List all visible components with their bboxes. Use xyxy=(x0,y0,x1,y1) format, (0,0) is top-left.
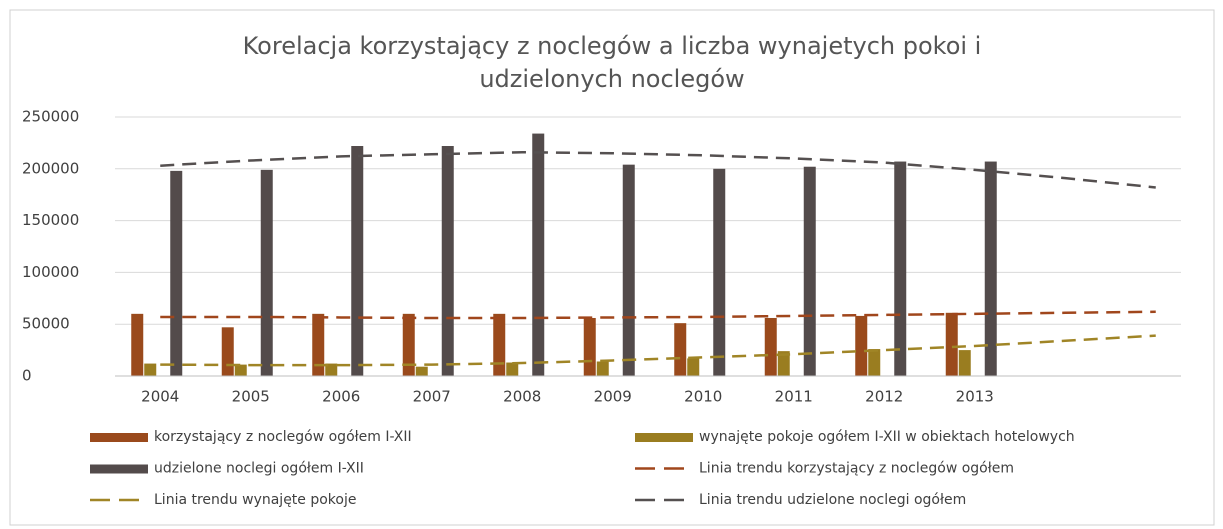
x-tick-label: 2005 xyxy=(232,388,270,406)
bar xyxy=(868,349,881,376)
bar xyxy=(958,350,971,376)
bar xyxy=(325,363,338,376)
x-tick-label: 2004 xyxy=(141,388,179,406)
chart-title: Korelacja korzystający z noclegów a licz… xyxy=(243,32,982,60)
chart-border xyxy=(9,9,1215,526)
bar xyxy=(131,313,144,376)
bar xyxy=(221,327,234,376)
bar xyxy=(855,315,868,376)
x-tick-label: 2012 xyxy=(865,388,903,406)
bar xyxy=(945,312,958,376)
bar xyxy=(713,168,726,376)
bar xyxy=(583,317,596,376)
trend-line xyxy=(160,150,1156,189)
y-tick-label: 50000 xyxy=(22,315,70,333)
bar xyxy=(415,366,428,376)
x-tick-label: 2009 xyxy=(594,388,632,406)
y-tick-label: 0 xyxy=(22,367,32,385)
x-tick-label: 2007 xyxy=(413,388,451,406)
bar xyxy=(984,161,997,376)
bar xyxy=(764,317,777,376)
y-tick-label: 200000 xyxy=(22,159,79,177)
legend-label: Linia trendu udzielone noclegi ogółem xyxy=(699,492,966,508)
chart-title: udzielonych noclegów xyxy=(479,65,744,93)
bar xyxy=(260,169,273,376)
legend-label: Linia trendu korzystający z noclegów ogó… xyxy=(699,461,1014,477)
bar xyxy=(170,170,183,376)
y-tick-label: 250000 xyxy=(22,108,79,126)
trend-line xyxy=(160,334,1156,367)
legend-label: korzystający z noclegów ogółem I-XII xyxy=(154,429,412,445)
bar xyxy=(234,364,247,376)
legend-swatch xyxy=(90,464,148,474)
bar xyxy=(506,362,519,376)
bar xyxy=(803,166,816,376)
x-tick-label: 2006 xyxy=(322,388,360,406)
bar xyxy=(687,358,700,376)
x-tick-label: 2013 xyxy=(956,388,994,406)
bar xyxy=(144,363,157,376)
bar xyxy=(532,133,545,376)
trend-line xyxy=(160,310,1156,320)
bar xyxy=(674,323,687,376)
bar xyxy=(622,164,635,376)
legend-swatch xyxy=(90,433,148,442)
x-tick-label: 2010 xyxy=(684,388,722,406)
legend-label: udzielone noclegi ogółem I-XII xyxy=(154,461,364,477)
x-tick-label: 2011 xyxy=(775,388,813,406)
bar xyxy=(777,351,790,376)
bar xyxy=(493,313,506,376)
bar xyxy=(402,313,415,376)
y-tick-label: 150000 xyxy=(22,211,79,229)
bar xyxy=(441,146,454,376)
bar xyxy=(351,146,364,376)
bar xyxy=(312,313,325,376)
x-tick-label: 2008 xyxy=(503,388,541,406)
bar xyxy=(894,161,907,376)
bar xyxy=(596,361,609,376)
y-tick-label: 100000 xyxy=(22,263,79,281)
legend-swatch xyxy=(635,433,693,442)
legend-label: Linia trendu wynajęte pokoje xyxy=(154,492,357,508)
legend-label: wynajęte pokoje ogółem I-XII w obiektach… xyxy=(699,429,1075,445)
